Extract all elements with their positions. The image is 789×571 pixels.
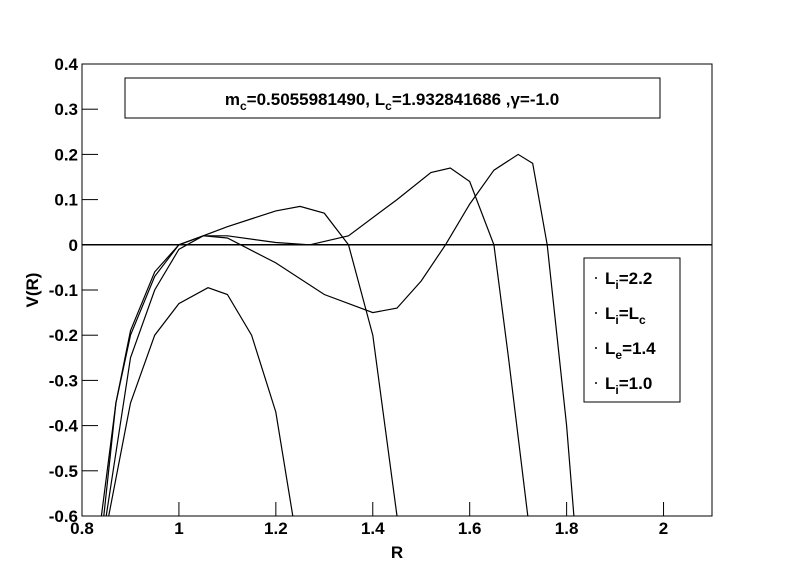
subscript: e (615, 348, 622, 362)
y-tick-label: -0.4 (49, 417, 79, 436)
series-line (100, 153, 575, 517)
y-axis-label: V(R) (23, 273, 42, 308)
subscript: c (240, 99, 247, 113)
text-part: =0.5055981490, L (247, 90, 385, 109)
x-tick-label: 0.8 (70, 519, 94, 538)
y-tick-label: 0.1 (54, 191, 78, 210)
series-line (103, 167, 529, 517)
text-part: =L (619, 304, 639, 323)
legend-label: Li=Lc (605, 304, 646, 327)
series-line (105, 205, 398, 517)
subscript: c (385, 99, 392, 113)
y-tick-label: -0.2 (49, 326, 78, 345)
legend-label: Le=1.4 (605, 339, 656, 362)
legend-label: Li=1.0 (605, 374, 652, 397)
title-box (124, 77, 661, 119)
y-tick-label: -0.3 (49, 371, 78, 390)
x-tick-label: 1.4 (361, 519, 385, 538)
y-tick-label: -0.5 (49, 462, 78, 481)
x-tick-label: 2 (659, 519, 668, 538)
y-tick-label: 0.4 (54, 55, 78, 74)
subscript: i (615, 383, 618, 397)
text-part: =2.2 (619, 269, 653, 288)
y-tick-label: -0.6 (49, 507, 78, 526)
subscript: i (615, 278, 618, 292)
x-tick-label: 1.6 (458, 519, 482, 538)
text-part: L (605, 304, 615, 323)
text-part: m (225, 90, 240, 109)
legend-marker (595, 347, 597, 349)
y-tick-label: 0.2 (54, 145, 78, 164)
legend-marker (595, 382, 597, 384)
y-tick-label: 0 (69, 236, 78, 255)
x-tick-label: 1.2 (264, 519, 288, 538)
subscript: c (639, 313, 646, 327)
text-part: L (605, 269, 615, 288)
legend-marker (595, 277, 597, 279)
text-part: =1.932841686 ,γ=-1.0 (392, 90, 559, 109)
legend-marker (595, 312, 597, 314)
y-tick-label: 0.3 (54, 100, 78, 119)
text-part: =1.0 (619, 374, 653, 393)
y-tick-label: -0.1 (49, 281, 78, 300)
legend-box (583, 257, 681, 403)
x-axis-label: R (391, 543, 403, 562)
series-line (108, 287, 294, 517)
x-tick-label: 1 (174, 519, 183, 538)
legend-label: Li=2.2 (605, 269, 652, 292)
text-part: =1.4 (622, 339, 656, 358)
chart-title: mc=0.5055981490, Lc=1.932841686 ,γ=-1.0 (225, 90, 559, 113)
text-part: L (605, 374, 615, 393)
subscript: i (615, 313, 618, 327)
text-part: L (605, 339, 615, 358)
x-tick-label: 1.8 (555, 519, 579, 538)
